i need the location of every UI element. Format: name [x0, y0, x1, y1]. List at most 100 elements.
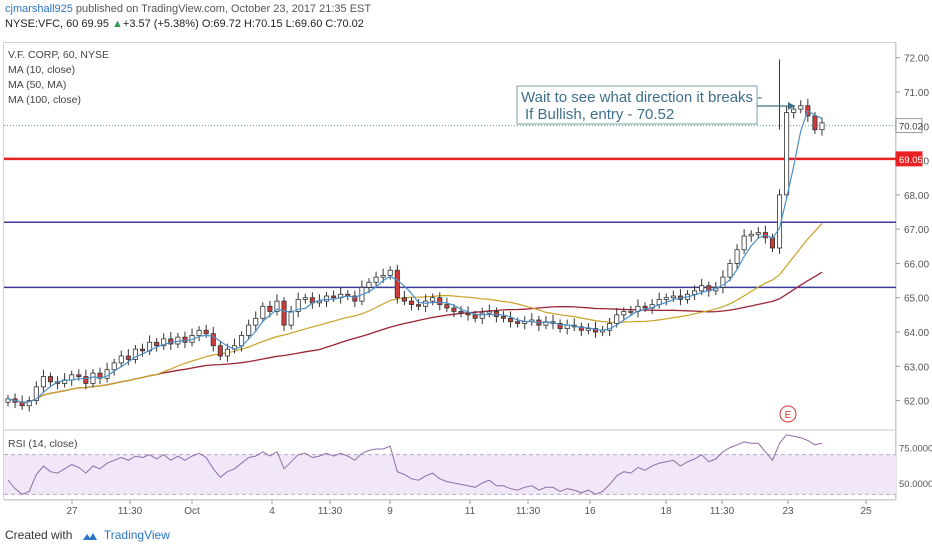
low-value: L:69.60	[285, 18, 323, 30]
candle	[670, 295, 676, 299]
candle	[323, 295, 330, 302]
ma10-line	[7, 110, 823, 403]
candle	[642, 305, 648, 309]
annotation-line-2: If Bullish, entry - 70.52	[525, 106, 674, 123]
candle	[267, 305, 273, 312]
symbol-label: NYSE:VFC, 60	[5, 18, 79, 30]
price-axis-label: 65.00	[904, 294, 929, 305]
candle	[748, 233, 754, 237]
price-chart[interactable]: 62.0063.0064.0065.0066.0067.0068.0069.00…	[0, 0, 932, 528]
open-value: O:69.72	[201, 18, 241, 30]
publisher-info: published on TradingView.com, October 23…	[72, 3, 372, 15]
time-axis-label: 25	[860, 506, 872, 517]
candle	[493, 311, 499, 317]
candle	[663, 297, 669, 300]
candle	[408, 300, 414, 305]
time-axis-label: 11:30	[318, 506, 343, 517]
price-axis-label: 71.00	[904, 88, 929, 99]
candle	[585, 328, 591, 331]
publisher-line: cjmarshall925 published on TradingView.c…	[5, 3, 371, 15]
candle	[798, 105, 804, 110]
candle	[33, 386, 39, 401]
candle	[281, 300, 287, 326]
candle	[465, 312, 471, 316]
candle	[239, 335, 245, 347]
time-axis-label: 23	[782, 506, 794, 517]
candle	[819, 122, 825, 131]
candle	[295, 299, 301, 312]
legend-ma10[interactable]: MA (10, close)	[8, 64, 76, 76]
candle	[210, 333, 216, 347]
annotation-arrowhead	[788, 102, 795, 110]
brand-label[interactable]: TradingView	[103, 528, 170, 542]
candle	[316, 300, 322, 304]
time-axis-label: 4	[269, 506, 275, 517]
rsi-band	[4, 454, 896, 495]
footer: Created with TradingView	[5, 528, 170, 542]
candle	[564, 324, 570, 329]
candle	[472, 314, 478, 319]
legend-title: V.F. CORP, 60, NYSE	[8, 49, 109, 61]
candle	[430, 297, 436, 302]
ma50-line	[7, 222, 823, 403]
price-axis-label: 67.00	[904, 225, 929, 236]
candle	[217, 345, 223, 357]
candle	[692, 290, 698, 295]
candle	[5, 398, 11, 403]
candle	[380, 275, 386, 278]
candle	[302, 297, 308, 300]
time-axis-label: 11	[465, 506, 476, 517]
candle	[168, 338, 174, 345]
time-axis-label: 9	[387, 506, 393, 517]
candle	[479, 312, 485, 319]
candle	[274, 300, 280, 312]
time-axis-label: Oct	[184, 506, 200, 517]
time-axis-label: 27	[66, 506, 78, 517]
candle	[40, 376, 46, 388]
candle	[394, 269, 400, 299]
legend-ma50[interactable]: MA (50, MA)	[8, 79, 67, 91]
price-label-box	[895, 151, 923, 167]
candle	[621, 311, 627, 316]
time-axis-label: 11:30	[710, 506, 735, 517]
candle	[437, 297, 443, 305]
candle	[607, 323, 613, 331]
rsi-legend[interactable]: RSI (14, close)	[8, 438, 78, 450]
candle	[812, 115, 818, 131]
candle	[458, 311, 464, 314]
time-axis-label: 16	[584, 506, 596, 517]
candle	[139, 348, 146, 352]
candle	[791, 108, 797, 113]
candle	[592, 328, 599, 333]
candle	[246, 324, 252, 336]
candle	[132, 348, 138, 360]
candle	[720, 276, 726, 288]
candle	[741, 235, 747, 251]
candle	[76, 374, 82, 377]
publisher-user[interactable]: cjmarshall925	[5, 3, 73, 15]
created-with-label: Created with	[5, 528, 73, 542]
candle	[401, 297, 407, 302]
candle	[253, 317, 259, 326]
candle	[260, 305, 266, 319]
candle	[614, 314, 620, 324]
candle	[352, 295, 358, 302]
price-axis-label: 68.00	[904, 191, 929, 202]
candle	[26, 400, 32, 407]
candle	[224, 348, 230, 357]
price-label-box	[895, 118, 923, 134]
legend-ma100[interactable]: MA (100, close)	[8, 94, 81, 106]
price-axis-label: 63.00	[904, 362, 929, 373]
chart-legend: V.F. CORP, 60, NYSE MA (10, close) MA (5…	[8, 48, 109, 108]
price-axis-label: 72.00	[904, 54, 929, 65]
rsi-axis-label: 50.0000	[899, 479, 932, 490]
candle	[769, 237, 775, 249]
candle	[373, 276, 379, 283]
candle	[486, 311, 492, 314]
candle	[508, 317, 514, 323]
price-axis-label: 66.00	[904, 259, 929, 270]
candle	[727, 263, 733, 278]
ohlc-line: NYSE:VFC, 60 69.95 ▲+3.57 (+5.38%) O:69.…	[5, 18, 364, 30]
close-value: C:70.02	[325, 18, 364, 30]
rsi-axis-label: 75.0000	[899, 444, 932, 455]
